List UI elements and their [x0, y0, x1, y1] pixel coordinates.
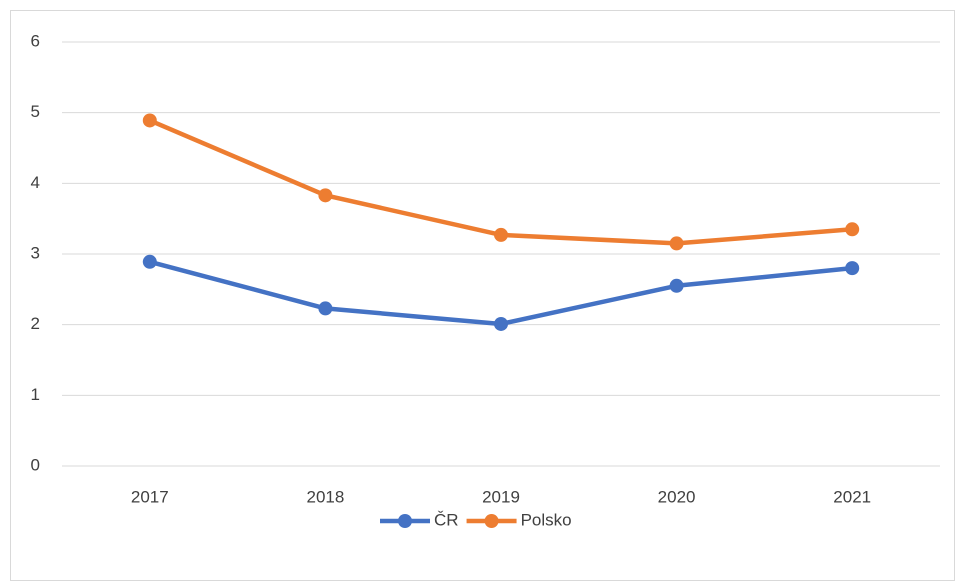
data-point — [669, 278, 684, 293]
data-point — [318, 301, 333, 316]
data-point — [142, 254, 157, 269]
y-tick-label: 1 — [31, 385, 40, 404]
y-tick-label: 4 — [31, 173, 40, 192]
y-tick-label: 3 — [31, 243, 40, 262]
legend-marker — [484, 514, 499, 528]
data-point — [845, 222, 860, 237]
data-point — [494, 316, 508, 331]
x-tick-label: 2017 — [131, 487, 169, 506]
data-point — [142, 113, 157, 128]
legend-label: Polsko — [521, 510, 572, 529]
data-point — [494, 227, 508, 242]
data-point — [845, 261, 860, 276]
chart-frame — [10, 10, 955, 581]
data-point — [318, 188, 333, 203]
y-tick-label: 5 — [31, 102, 40, 121]
x-tick-label: 2021 — [833, 487, 871, 506]
x-tick-label: 2018 — [306, 487, 344, 506]
x-tick-label: 2020 — [658, 487, 696, 506]
y-tick-label: 0 — [31, 455, 40, 474]
y-tick-label: 2 — [31, 314, 40, 333]
x-tick-label: 2019 — [482, 487, 520, 506]
legend-marker — [398, 514, 412, 528]
data-point — [669, 236, 684, 251]
legend-label: ČR — [434, 510, 459, 529]
y-tick-label: 6 — [31, 31, 40, 50]
